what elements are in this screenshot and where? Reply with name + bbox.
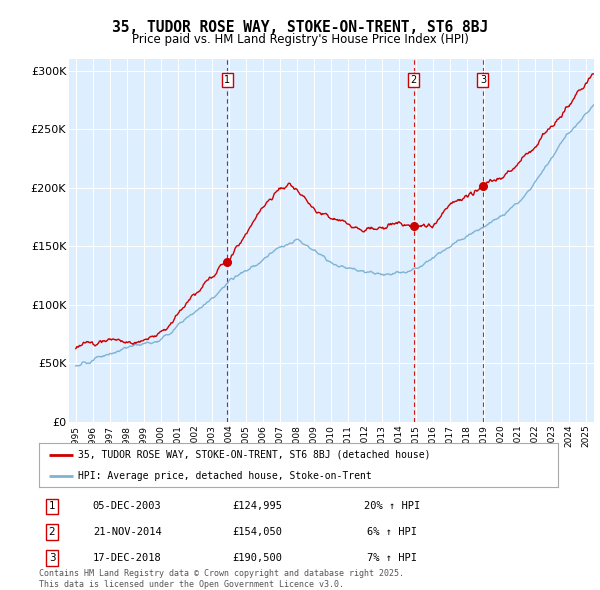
Text: 35, TUDOR ROSE WAY, STOKE-ON-TRENT, ST6 8BJ (detached house): 35, TUDOR ROSE WAY, STOKE-ON-TRENT, ST6 …: [78, 450, 430, 460]
Text: 3: 3: [480, 75, 486, 85]
Text: Contains HM Land Registry data © Crown copyright and database right 2025.
This d: Contains HM Land Registry data © Crown c…: [39, 569, 404, 589]
Text: 1: 1: [224, 75, 230, 85]
Text: £124,995: £124,995: [232, 502, 282, 512]
Text: Price paid vs. HM Land Registry's House Price Index (HPI): Price paid vs. HM Land Registry's House …: [131, 33, 469, 46]
Text: 6% ↑ HPI: 6% ↑ HPI: [367, 527, 417, 536]
Text: 17-DEC-2018: 17-DEC-2018: [93, 553, 161, 563]
Text: 3: 3: [49, 553, 55, 563]
Text: HPI: Average price, detached house, Stoke-on-Trent: HPI: Average price, detached house, Stok…: [78, 471, 371, 481]
Text: 05-DEC-2003: 05-DEC-2003: [93, 502, 161, 512]
Text: £190,500: £190,500: [232, 553, 282, 563]
Text: £154,050: £154,050: [232, 527, 282, 536]
Text: 35, TUDOR ROSE WAY, STOKE-ON-TRENT, ST6 8BJ: 35, TUDOR ROSE WAY, STOKE-ON-TRENT, ST6 …: [112, 20, 488, 35]
Text: 1: 1: [49, 502, 55, 512]
Text: 20% ↑ HPI: 20% ↑ HPI: [364, 502, 420, 512]
Text: 2: 2: [410, 75, 417, 85]
Text: 21-NOV-2014: 21-NOV-2014: [93, 527, 161, 536]
Text: 7% ↑ HPI: 7% ↑ HPI: [367, 553, 417, 563]
Text: 2: 2: [49, 527, 55, 536]
